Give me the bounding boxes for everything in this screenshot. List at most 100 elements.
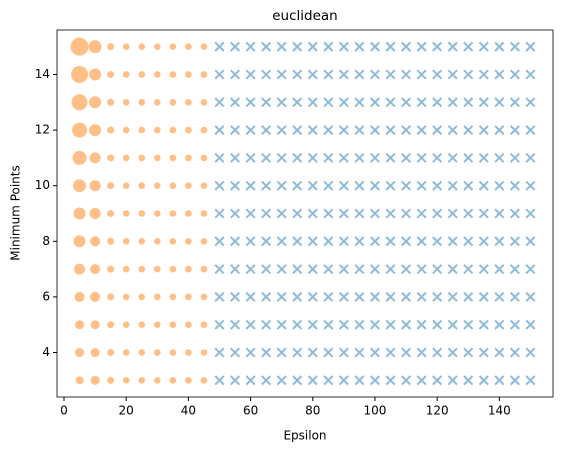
point [463, 375, 474, 386]
point [138, 43, 146, 50]
point [230, 319, 241, 330]
point [261, 347, 272, 358]
point [385, 152, 396, 163]
point [525, 236, 536, 247]
point [138, 182, 146, 189]
point [307, 291, 318, 302]
point [447, 264, 458, 275]
point [122, 43, 130, 50]
point [494, 347, 505, 358]
point [307, 152, 318, 163]
point [447, 291, 458, 302]
point [153, 71, 161, 78]
point [185, 293, 192, 301]
point [369, 375, 380, 386]
point [307, 208, 318, 219]
point [509, 152, 520, 163]
point [478, 319, 489, 330]
point [200, 238, 208, 245]
point [478, 152, 489, 163]
point [89, 208, 101, 219]
point [90, 291, 101, 302]
point [385, 69, 396, 80]
point [169, 293, 177, 301]
point [153, 238, 161, 245]
point [138, 349, 146, 356]
point [401, 41, 412, 52]
point [71, 65, 89, 83]
point [230, 375, 241, 386]
point [90, 236, 101, 247]
point [214, 347, 225, 358]
point [75, 348, 85, 358]
point [307, 236, 318, 247]
point [432, 125, 443, 136]
point [292, 152, 303, 163]
point [447, 180, 458, 191]
point [369, 69, 380, 80]
point [230, 69, 241, 80]
point [276, 208, 287, 219]
point [138, 238, 146, 245]
point [107, 376, 115, 384]
point [478, 208, 489, 219]
point [185, 349, 192, 356]
point [245, 69, 256, 80]
point [214, 236, 225, 247]
point [463, 236, 474, 247]
point [385, 236, 396, 247]
point [354, 69, 365, 80]
point [276, 152, 287, 163]
point [401, 319, 412, 330]
point [354, 208, 365, 219]
point [385, 180, 396, 191]
point [416, 264, 427, 275]
point [307, 97, 318, 108]
point [432, 236, 443, 247]
point [230, 180, 241, 191]
point [494, 125, 505, 136]
point [169, 98, 177, 106]
point [525, 375, 536, 386]
point [245, 97, 256, 108]
point [169, 154, 177, 162]
point [185, 71, 192, 78]
point [494, 264, 505, 275]
point [245, 41, 256, 52]
point [478, 291, 489, 302]
point [369, 208, 380, 219]
point [432, 97, 443, 108]
point [494, 291, 505, 302]
point [276, 236, 287, 247]
point [338, 208, 349, 219]
point [169, 43, 177, 50]
point [509, 208, 520, 219]
point [432, 180, 443, 191]
x-tick-label: 0 [60, 404, 68, 418]
x-tick-label: 40 [181, 404, 196, 418]
point [354, 180, 365, 191]
point [138, 210, 146, 217]
point [401, 152, 412, 163]
point [354, 264, 365, 275]
point [245, 291, 256, 302]
point [107, 237, 115, 245]
point [369, 264, 380, 275]
point [153, 43, 161, 50]
point [122, 265, 130, 273]
point [369, 125, 380, 136]
point [338, 236, 349, 247]
point [276, 375, 287, 386]
point [122, 377, 130, 384]
chart-title: euclidean [272, 8, 338, 24]
point [138, 154, 146, 162]
point [432, 208, 443, 219]
point [214, 97, 225, 108]
y-tick-label: 12 [35, 123, 50, 137]
point [200, 126, 208, 134]
point [494, 97, 505, 108]
point [323, 152, 334, 163]
point [385, 208, 396, 219]
point [338, 347, 349, 358]
point [401, 347, 412, 358]
